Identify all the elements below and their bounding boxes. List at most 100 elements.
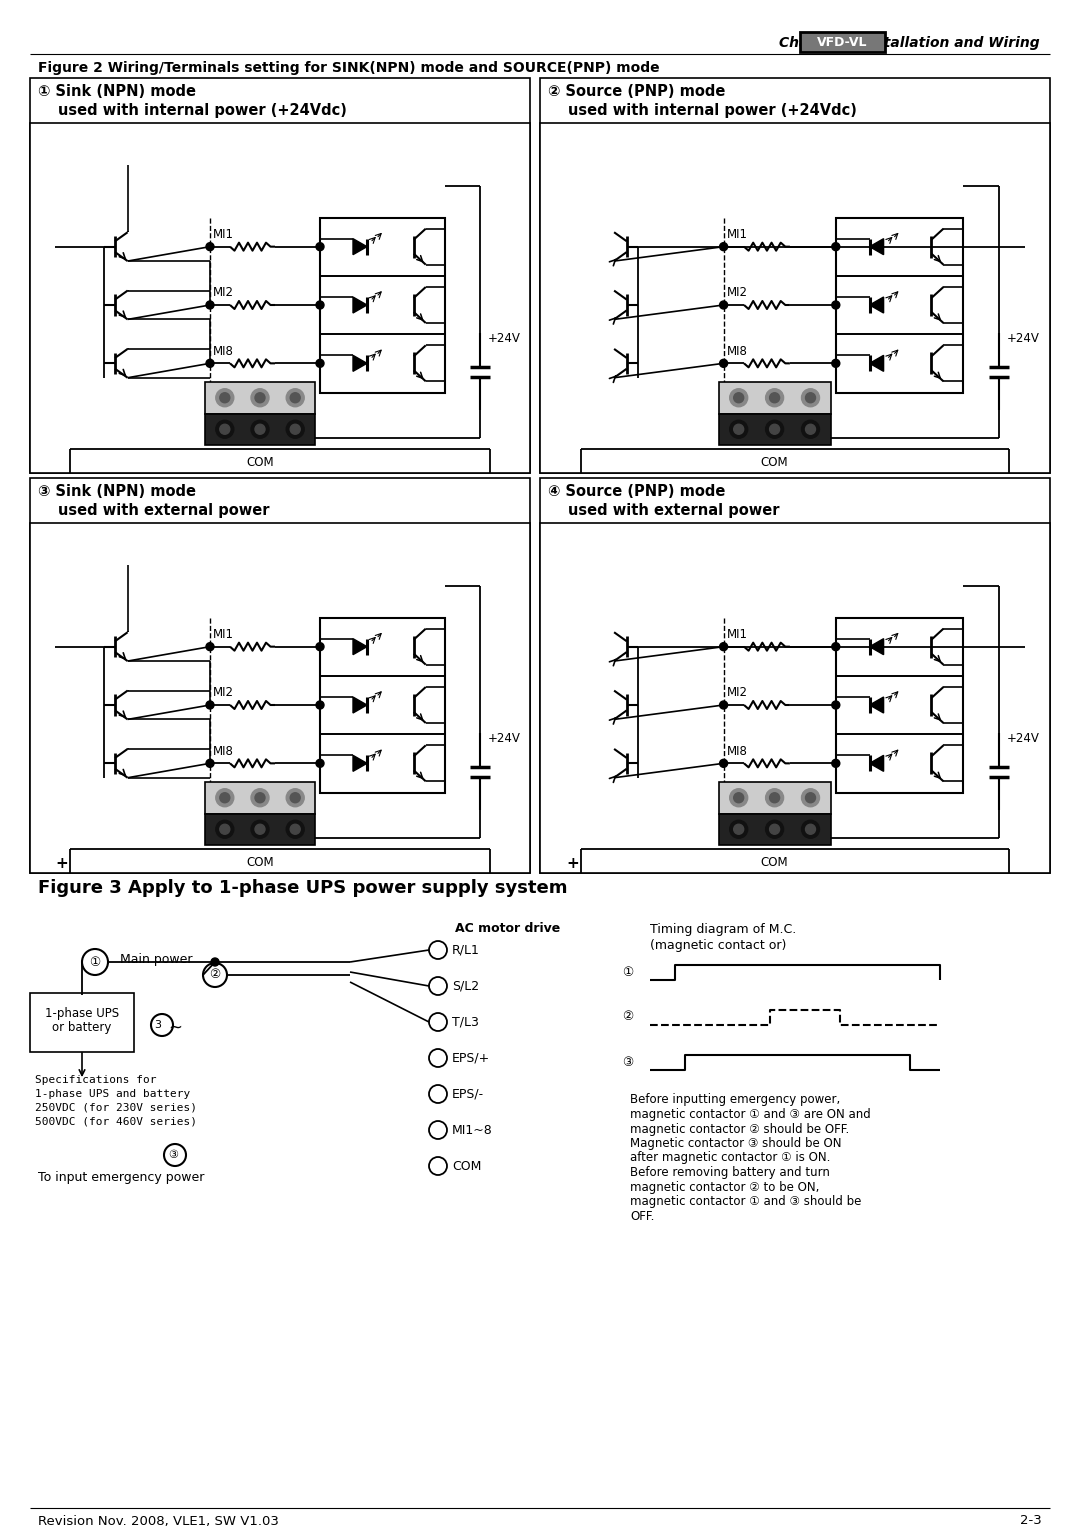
Circle shape	[220, 393, 230, 403]
Text: Revision Nov. 2008, VLE1, SW V1.03: Revision Nov. 2008, VLE1, SW V1.03	[38, 1514, 279, 1528]
Text: COM: COM	[760, 456, 788, 469]
Bar	[320, 334, 445, 393]
Circle shape	[251, 388, 269, 407]
Text: MI1: MI1	[213, 627, 234, 641]
Circle shape	[211, 959, 219, 966]
Bar	[30, 123, 530, 472]
Circle shape	[286, 420, 305, 439]
Text: Magnetic contactor ③ should be ON: Magnetic contactor ③ should be ON	[630, 1137, 841, 1150]
Text: AC motor drive: AC motor drive	[455, 922, 561, 934]
Polygon shape	[869, 696, 883, 713]
Polygon shape	[869, 638, 883, 655]
Circle shape	[206, 242, 214, 250]
Text: ① Sink (NPN) mode: ① Sink (NPN) mode	[38, 84, 195, 100]
Text: after magnetic contactor ① is ON.: after magnetic contactor ① is ON.	[630, 1152, 831, 1164]
Text: EPS/+: EPS/+	[453, 1051, 490, 1065]
Text: 1-phase UPS: 1-phase UPS	[45, 1006, 119, 1020]
Circle shape	[291, 425, 300, 434]
Text: MI2: MI2	[727, 687, 747, 700]
Bar	[836, 735, 963, 793]
Circle shape	[206, 759, 214, 767]
Circle shape	[216, 420, 233, 439]
Polygon shape	[869, 755, 883, 772]
Text: Figure 2 Wiring/Terminals setting for SINK(NPN) mode and SOURCE(PNP) mode: Figure 2 Wiring/Terminals setting for SI…	[38, 61, 660, 75]
Circle shape	[286, 788, 305, 807]
Text: +: +	[56, 856, 68, 871]
Circle shape	[251, 788, 269, 807]
Text: MI1: MI1	[213, 229, 234, 241]
Circle shape	[251, 821, 269, 838]
Circle shape	[832, 359, 840, 367]
Text: Specifications for: Specifications for	[35, 1075, 157, 1085]
Text: magnetic contactor ① and ③ should be: magnetic contactor ① and ③ should be	[630, 1195, 862, 1207]
Polygon shape	[353, 696, 367, 713]
Text: VFD-VL: VFD-VL	[816, 35, 867, 49]
Text: Chapter 2 Installation and Wiring: Chapter 2 Installation and Wiring	[780, 35, 1040, 51]
Circle shape	[806, 425, 815, 434]
Text: COM: COM	[760, 856, 788, 868]
Text: ② Source (PNP) mode: ② Source (PNP) mode	[548, 84, 726, 100]
Text: MI8: MI8	[213, 345, 234, 357]
Circle shape	[206, 701, 214, 709]
Text: COM: COM	[246, 456, 274, 469]
Circle shape	[719, 301, 728, 308]
Text: Timing diagram of M.C.: Timing diagram of M.C.	[650, 923, 796, 936]
Text: MI2: MI2	[213, 287, 234, 299]
Text: Figure 3 Apply to 1-phase UPS power supply system: Figure 3 Apply to 1-phase UPS power supp…	[38, 879, 567, 897]
Bar	[320, 735, 445, 793]
Bar	[205, 414, 315, 445]
Text: 500VDC (for 460V series): 500VDC (for 460V series)	[35, 1117, 197, 1127]
Text: magnetic contactor ② to be ON,: magnetic contactor ② to be ON,	[630, 1181, 820, 1193]
Circle shape	[719, 242, 728, 250]
Polygon shape	[869, 298, 883, 313]
Circle shape	[832, 701, 840, 709]
Bar	[540, 523, 1050, 873]
Bar	[718, 414, 831, 445]
Bar	[205, 813, 315, 845]
Text: 250VDC (for 230V series): 250VDC (for 230V series)	[35, 1103, 197, 1114]
Circle shape	[832, 759, 840, 767]
Circle shape	[286, 388, 305, 407]
Text: magnetic contactor ① and ③ are ON and: magnetic contactor ① and ③ are ON and	[630, 1108, 870, 1121]
Text: +24V: +24V	[488, 331, 521, 345]
Text: +24V: +24V	[1007, 732, 1040, 744]
Circle shape	[255, 793, 265, 802]
Text: ④ Source (PNP) mode: ④ Source (PNP) mode	[548, 485, 726, 500]
Circle shape	[216, 821, 233, 838]
Circle shape	[429, 977, 447, 996]
Circle shape	[291, 824, 300, 834]
Circle shape	[286, 821, 305, 838]
Text: Main power: Main power	[120, 954, 192, 966]
Circle shape	[801, 420, 820, 439]
Circle shape	[216, 788, 233, 807]
Bar	[836, 276, 963, 334]
Text: magnetic contactor ② should be OFF.: magnetic contactor ② should be OFF.	[630, 1123, 849, 1135]
Text: ①: ①	[622, 965, 634, 979]
FancyBboxPatch shape	[30, 992, 134, 1052]
Circle shape	[801, 388, 820, 407]
Circle shape	[206, 359, 214, 367]
Polygon shape	[353, 356, 367, 371]
Text: ②: ②	[210, 968, 220, 982]
Circle shape	[719, 359, 728, 367]
Text: MI1~8: MI1~8	[453, 1123, 492, 1137]
Circle shape	[429, 1012, 447, 1031]
Circle shape	[766, 788, 784, 807]
Text: Before removing battery and turn: Before removing battery and turn	[630, 1166, 829, 1180]
Text: MI1: MI1	[727, 627, 747, 641]
Bar	[320, 276, 445, 334]
Text: or battery: or battery	[52, 1020, 111, 1034]
Circle shape	[719, 643, 728, 650]
Text: 3: 3	[154, 1020, 162, 1029]
Text: ③ Sink (NPN) mode: ③ Sink (NPN) mode	[38, 485, 195, 500]
Circle shape	[255, 393, 265, 403]
Circle shape	[429, 1049, 447, 1068]
Circle shape	[429, 940, 447, 959]
Text: used with internal power (+24Vdc): used with internal power (+24Vdc)	[58, 103, 347, 118]
Bar	[540, 479, 1050, 873]
Text: EPS/-: EPS/-	[453, 1088, 484, 1100]
Bar	[800, 32, 885, 52]
Bar	[718, 382, 831, 414]
Circle shape	[733, 793, 744, 802]
Polygon shape	[353, 755, 367, 772]
